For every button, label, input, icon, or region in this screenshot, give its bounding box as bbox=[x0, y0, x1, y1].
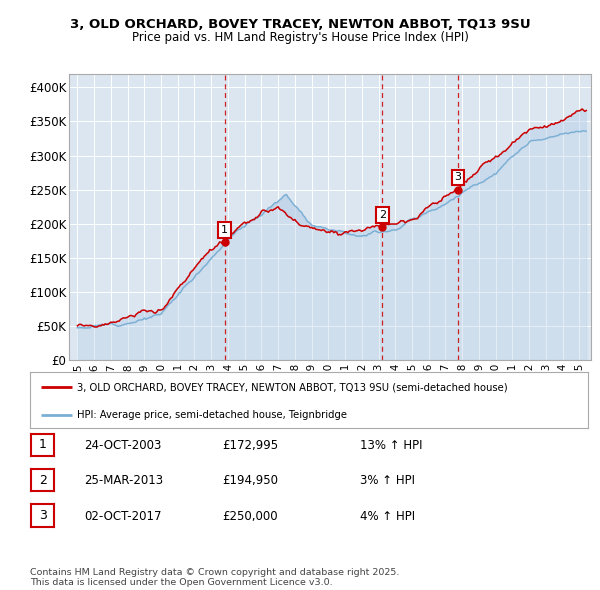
Text: HPI: Average price, semi-detached house, Teignbridge: HPI: Average price, semi-detached house,… bbox=[77, 411, 347, 421]
Text: 1: 1 bbox=[38, 438, 47, 451]
Text: 3: 3 bbox=[454, 172, 461, 182]
Text: 3, OLD ORCHARD, BOVEY TRACEY, NEWTON ABBOT, TQ13 9SU (semi-detached house): 3, OLD ORCHARD, BOVEY TRACEY, NEWTON ABB… bbox=[77, 382, 508, 392]
Text: 3: 3 bbox=[38, 509, 47, 522]
Text: 1: 1 bbox=[221, 225, 228, 235]
Text: 24-OCT-2003: 24-OCT-2003 bbox=[84, 439, 161, 452]
Text: 3% ↑ HPI: 3% ↑ HPI bbox=[360, 474, 415, 487]
Text: 2: 2 bbox=[38, 474, 47, 487]
Text: 2: 2 bbox=[379, 210, 386, 220]
Text: 3, OLD ORCHARD, BOVEY TRACEY, NEWTON ABBOT, TQ13 9SU: 3, OLD ORCHARD, BOVEY TRACEY, NEWTON ABB… bbox=[70, 18, 530, 31]
Text: Price paid vs. HM Land Registry's House Price Index (HPI): Price paid vs. HM Land Registry's House … bbox=[131, 31, 469, 44]
Text: 4% ↑ HPI: 4% ↑ HPI bbox=[360, 510, 415, 523]
Text: £194,950: £194,950 bbox=[222, 474, 278, 487]
Text: 13% ↑ HPI: 13% ↑ HPI bbox=[360, 439, 422, 452]
Text: 25-MAR-2013: 25-MAR-2013 bbox=[84, 474, 163, 487]
Text: 02-OCT-2017: 02-OCT-2017 bbox=[84, 510, 161, 523]
Text: £250,000: £250,000 bbox=[222, 510, 278, 523]
Text: £172,995: £172,995 bbox=[222, 439, 278, 452]
Text: Contains HM Land Registry data © Crown copyright and database right 2025.
This d: Contains HM Land Registry data © Crown c… bbox=[30, 568, 400, 587]
